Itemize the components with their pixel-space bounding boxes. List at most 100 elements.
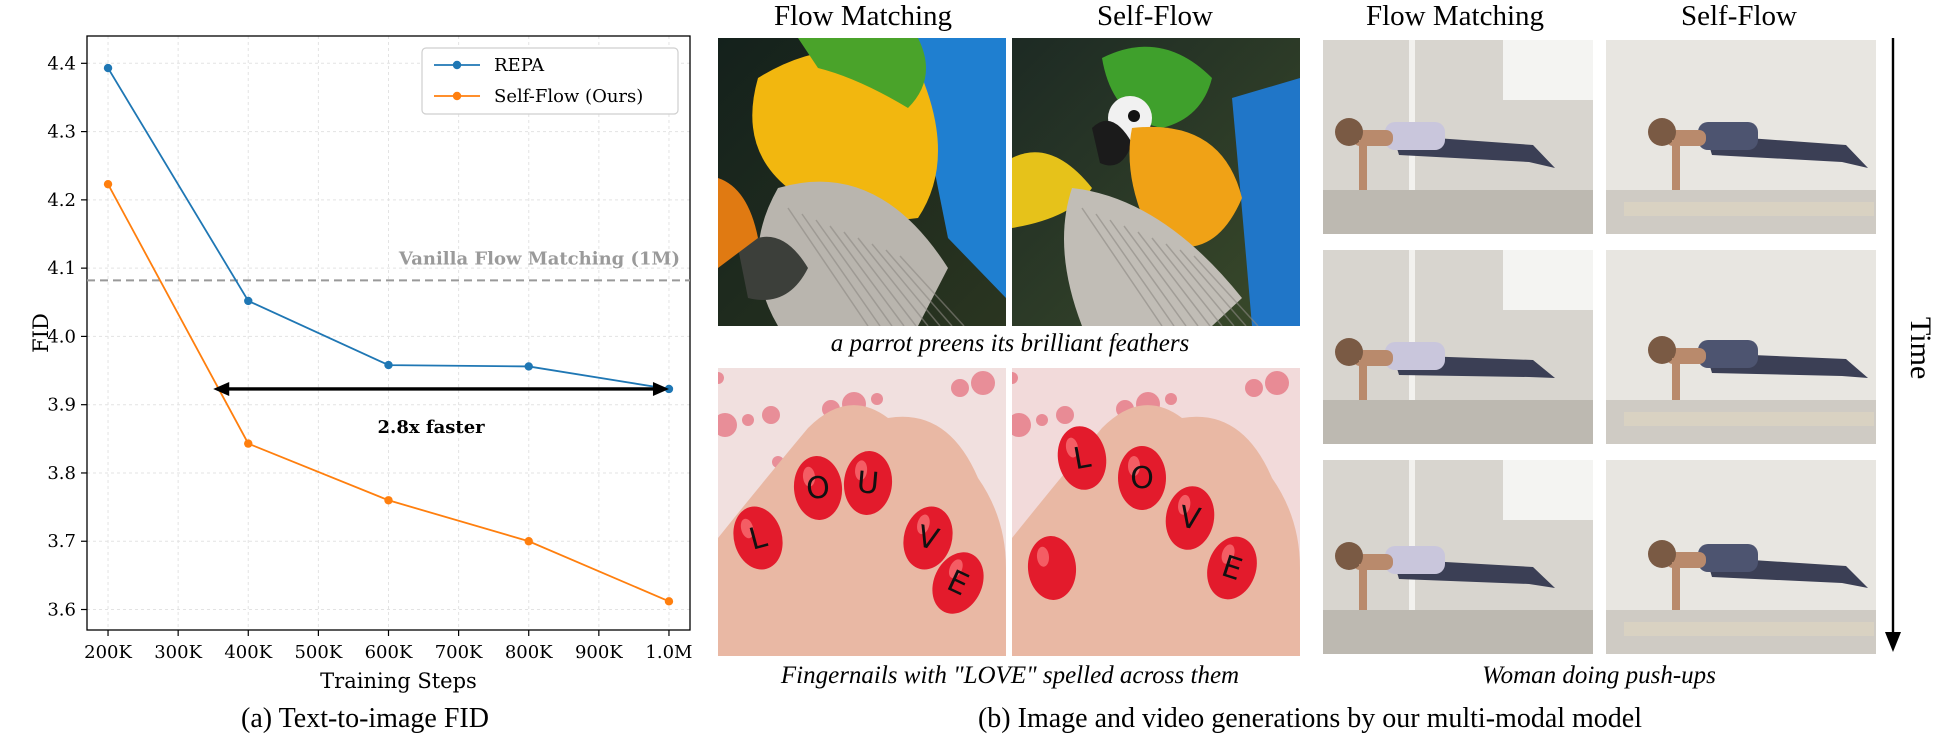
green-plumage [798, 38, 926, 108]
grey-feathers [758, 181, 948, 326]
x-tick-label: 1.0M [645, 642, 692, 663]
blue-wing [1232, 78, 1300, 326]
data-point-self-flow [524, 537, 533, 546]
window [1503, 40, 1593, 100]
floor [1323, 400, 1593, 444]
y-tick-label: 3.8 [47, 463, 76, 484]
legend-swatch-marker [452, 60, 462, 70]
heart-decoration [1245, 379, 1263, 397]
data-point-self-flow [244, 439, 253, 448]
top [1698, 544, 1758, 572]
top [1385, 546, 1445, 574]
y-tick-label: 4.0 [47, 326, 76, 347]
window [1503, 460, 1593, 520]
video-header-self-flow: Self-Flow [1681, 0, 1797, 32]
head [1335, 338, 1363, 366]
pushup-self-flow-3-image [1606, 460, 1876, 654]
nail-letter: O [1130, 461, 1154, 496]
x-tick-label: 700K [435, 642, 483, 663]
time-arrow [1885, 38, 1901, 652]
chart-subcaption: (a) Text-to-image FID [241, 703, 489, 734]
data-point-repa [244, 296, 253, 306]
data-point-self-flow [384, 496, 393, 505]
nail [1027, 536, 1077, 600]
top [1385, 342, 1445, 370]
heart-decoration [1036, 414, 1048, 426]
nail-letter: U [855, 465, 880, 502]
parrot-flow-matching-image [718, 38, 1006, 326]
pushup-flow-matching-3-image [1323, 460, 1593, 654]
data-point-self-flow [103, 179, 113, 189]
mat [1624, 622, 1874, 636]
speedup-arrow-right-head [652, 381, 669, 396]
heart-decoration [762, 406, 780, 424]
top [1385, 122, 1445, 150]
nail: O [793, 456, 843, 520]
parrot-caption: a parrot preens its brilliant feathers [830, 330, 1190, 357]
head [1648, 540, 1676, 568]
mat [1624, 412, 1874, 426]
head [1648, 336, 1676, 364]
pushup-self-flow-1-image [1606, 40, 1876, 234]
window [1503, 250, 1593, 310]
y-tick-label: 4.4 [47, 53, 76, 74]
pushup-flow-matching-1-image [1323, 40, 1593, 234]
legend-swatch-marker [452, 91, 462, 101]
heart-decoration [951, 379, 969, 397]
speedup-label: 2.8x faster [378, 417, 486, 438]
top [1698, 340, 1758, 368]
time-label: Time [1904, 317, 1937, 380]
x-tick-label: 800K [505, 642, 553, 663]
pushup-flow-matching-2-image [1323, 250, 1593, 444]
floor [1323, 190, 1593, 234]
heart-decoration [1012, 413, 1031, 437]
nail: E [932, 552, 984, 614]
floor [1323, 610, 1593, 654]
nails-caption: Fingernails with "LOVE" spelled across t… [780, 662, 1240, 689]
yellow-wing [1012, 152, 1092, 228]
y-tick-label: 3.6 [47, 600, 76, 621]
nail: O [1118, 446, 1166, 510]
data-point-self-flow [664, 597, 674, 606]
nail: V [1165, 486, 1215, 550]
x-axis-label: Training Steps [320, 669, 477, 693]
nail: L [733, 506, 783, 570]
y-tick-label: 4.2 [47, 190, 76, 211]
orange-body [1129, 126, 1242, 247]
x-tick-label: 500K [294, 642, 342, 663]
head [1335, 118, 1363, 146]
pushup-caption: Woman doing push-ups [1482, 662, 1716, 689]
nail: E [1207, 536, 1257, 600]
speedup-arrow-left-head [213, 381, 230, 396]
eye [1128, 110, 1140, 122]
orange-chest [718, 178, 758, 268]
image-header-flow-matching: Flow Matching [773, 0, 953, 32]
y-tick-label: 4.3 [47, 122, 76, 143]
x-tick-label: 600K [365, 642, 413, 663]
x-tick-label: 200K [84, 642, 132, 663]
heart-decoration [718, 372, 724, 384]
head [1648, 118, 1676, 146]
legend-box [421, 47, 679, 115]
parrot-self-flow-image [1012, 38, 1300, 326]
gallery-subcaption: (b) Image and video generations by our m… [977, 703, 1643, 734]
data-point-repa [384, 360, 393, 370]
x-tick-label: 400K [224, 642, 272, 663]
heart-decoration [971, 371, 995, 395]
x-tick-label: 300K [154, 642, 202, 663]
nail: L [1057, 426, 1107, 490]
top [1698, 122, 1758, 150]
beak [1092, 120, 1132, 166]
heart-decoration [871, 393, 883, 405]
nail-letter: L [1071, 440, 1094, 477]
mat [1624, 202, 1874, 216]
pushup-self-flow-2-image [1606, 250, 1876, 444]
heart-decoration [1265, 371, 1289, 395]
grey-feathers [1064, 188, 1242, 326]
blue-wing [908, 38, 1006, 298]
beak [738, 236, 808, 300]
vanilla-reference-label: Vanilla Flow Matching (1M) [398, 248, 680, 269]
x-tick-label: 900K [575, 642, 623, 663]
